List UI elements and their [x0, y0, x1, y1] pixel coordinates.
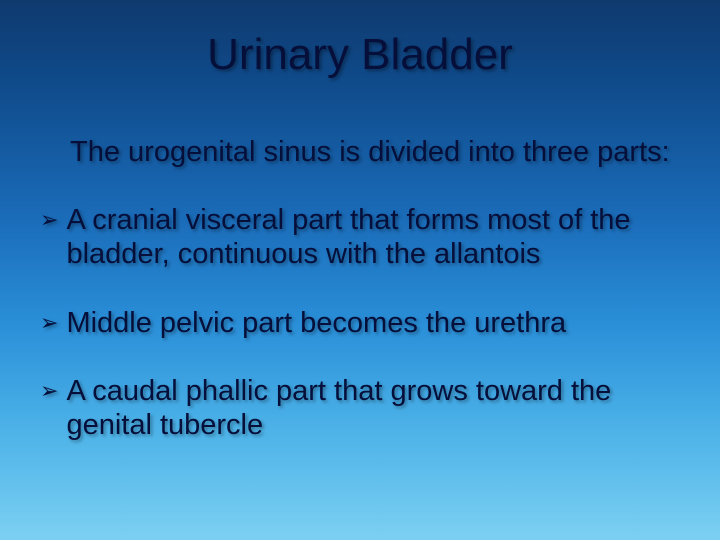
bullet-item: ➢ A cranial visceral part that forms mos…	[40, 203, 680, 271]
slide-content: The urogenital sinus is divided into thr…	[40, 135, 680, 476]
intro-text: The urogenital sinus is divided into thr…	[70, 135, 680, 169]
bullet-text: Middle pelvic part becomes the urethra	[66, 306, 566, 340]
bullet-text: A cranial visceral part that forms most …	[66, 203, 680, 271]
chevron-right-icon: ➢	[40, 306, 58, 340]
chevron-right-icon: ➢	[40, 374, 58, 408]
slide: Urinary Bladder The urogenital sinus is …	[0, 0, 720, 540]
bullet-item: ➢ Middle pelvic part becomes the urethra	[40, 306, 680, 340]
slide-title: Urinary Bladder	[0, 30, 720, 80]
chevron-right-icon: ➢	[40, 203, 58, 237]
bullet-item: ➢ A caudal phallic part that grows towar…	[40, 374, 680, 442]
bullet-text: A caudal phallic part that grows toward …	[66, 374, 680, 442]
